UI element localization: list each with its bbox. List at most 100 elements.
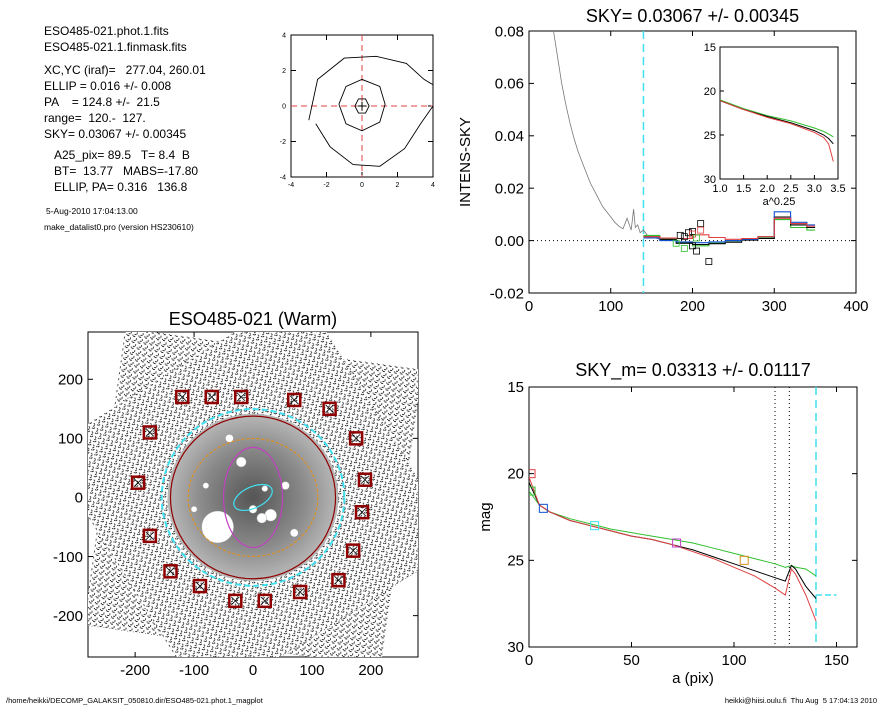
sky-box-cross	[295, 587, 305, 597]
sky-box	[228, 593, 243, 609]
info-line: BT= 13.77 MABS=-17.80	[54, 164, 199, 178]
x-tick-label: 200	[680, 298, 705, 315]
intensity-series-red	[643, 217, 816, 240]
y-tick-label: -100	[53, 549, 83, 566]
inset-x-tick-label: 1.5	[736, 183, 751, 195]
info-line: SKY= 0.03067 +/- 0.00345	[44, 127, 187, 141]
sky-box-cross	[236, 392, 246, 402]
intensity-series-gray	[553, 31, 669, 241]
isophote-ellipse-cyan	[160, 408, 346, 587]
y-tick-label: 100	[58, 431, 83, 448]
sky-box	[322, 401, 337, 417]
x-tick-label: -2	[323, 182, 329, 189]
y-tick-label: 2	[282, 68, 286, 75]
info-line: PA = 124.8 +/- 21.5	[44, 95, 160, 109]
sky-box-cross	[178, 392, 187, 402]
sky-box	[287, 392, 302, 408]
info-line: ESO485-021.1.finmask.fits	[44, 40, 187, 54]
info-line: XC,YC (iraf)= 277.04, 260.01	[44, 63, 206, 77]
x-tick-label: 100	[721, 652, 746, 669]
info-date: 5-Aug-2010 17:04:13.00	[46, 206, 138, 216]
contour-line	[354, 98, 370, 114]
intensity-marker	[685, 229, 692, 237]
sky-box-cross	[195, 581, 205, 591]
sky-box-cross	[166, 567, 175, 576]
x-tick-label: 400	[843, 298, 868, 315]
info-version: make_datalist0.pro (version HS230610)	[44, 222, 194, 232]
intensity-title: SKY= 0.03067 +/- 0.00345	[586, 6, 799, 26]
y-tick-label: 30	[507, 639, 524, 656]
sky-box-cross	[325, 404, 334, 414]
image-title: ESO485-021 (Warm)	[169, 309, 337, 329]
inset-x-tick-label: 3.0	[807, 183, 822, 195]
mag-marker-blue	[538, 503, 548, 513]
sky-box	[348, 431, 364, 446]
sky-box	[331, 572, 346, 588]
mag-marker-green	[529, 486, 536, 496]
footer-user: heikki@hiisi.oulu.fi Thu Aug 5 17:04:13 …	[724, 696, 877, 705]
sky-box-cross	[351, 434, 361, 443]
isophote-ellipse-cyan	[233, 483, 273, 512]
sky-box-cross	[231, 596, 240, 606]
intensity-series-blue	[643, 211, 816, 244]
isophote-ellipse-magenta	[222, 446, 284, 549]
x-tick-label: -4	[288, 182, 294, 189]
intensity-marker	[680, 245, 688, 252]
sky-box-cross	[145, 531, 155, 541]
x-tick-label: 4	[431, 182, 435, 189]
sky-box-cross	[145, 428, 155, 437]
inset-y-tick-label: 15	[704, 42, 716, 54]
inset-y-tick-label: 30	[704, 174, 716, 186]
intensity-marker	[693, 234, 700, 242]
y-tick-label: -200	[53, 608, 83, 625]
contour-line	[338, 78, 386, 132]
inset-x-tick-label: 2.5	[783, 183, 798, 195]
intensity-plot: SKY= 0.03067 +/- 0.00345 INTENS-SKY 0 100 20…	[457, 6, 869, 315]
intensity-marker	[676, 231, 684, 239]
x-tick-label: 100	[299, 662, 324, 679]
contour-line	[308, 55, 434, 121]
mag-xlabel: a (pix)	[672, 670, 714, 687]
inset-series-green	[719, 99, 834, 138]
sky-box-cross	[348, 546, 358, 555]
y-tick-label: 0.04	[495, 128, 524, 145]
y-tick-label: -2	[280, 139, 286, 146]
intensity-marker	[689, 230, 696, 238]
intensity-marker	[689, 242, 696, 250]
sky-box-cross	[334, 575, 343, 585]
x-tick-label: 0	[525, 298, 533, 315]
inset-frame	[719, 46, 839, 180]
y-tick-label: 0.00	[495, 233, 524, 250]
y-tick-label: -4	[280, 174, 286, 181]
y-tick-label: 25	[507, 552, 524, 569]
mag-plot-area	[529, 387, 837, 647]
y-tick-label: 15	[507, 379, 524, 396]
x-tick-label: 2	[396, 182, 400, 189]
sky-box	[354, 504, 370, 520]
y-tick-label: 200	[58, 372, 83, 389]
mag-ylabel: mag	[477, 502, 494, 531]
x-tick-label: 0	[525, 652, 533, 669]
y-tick-label: 0.02	[495, 180, 524, 197]
sky-box	[192, 578, 208, 594]
x-tick-label: 300	[762, 298, 787, 315]
sky-box	[345, 543, 361, 558]
intensity-ylabel: INTENS-SKY	[457, 117, 474, 207]
x-tick-label: 50	[623, 652, 640, 669]
mask-blob	[236, 456, 247, 468]
y-tick-label: 0	[75, 490, 83, 507]
mag-series-green	[529, 490, 817, 577]
sky-box	[292, 584, 308, 600]
inset-x-tick-label: 2.0	[760, 183, 775, 195]
inset-x-tick-label: 3.5	[830, 183, 845, 195]
sky-box-cross	[133, 478, 143, 487]
plot-frame	[528, 386, 858, 648]
mag-marker-red	[529, 469, 536, 479]
sky-box	[257, 593, 273, 609]
inset-xlabel: a^0.25	[763, 196, 796, 208]
mask-blob	[290, 528, 299, 538]
x-tick-label: 100	[598, 298, 623, 315]
footer-path: /home/heikki/DECOMP_GALAKSIT_050810.dir/…	[6, 696, 263, 705]
sky-box	[204, 389, 219, 405]
contour-line	[315, 105, 434, 167]
